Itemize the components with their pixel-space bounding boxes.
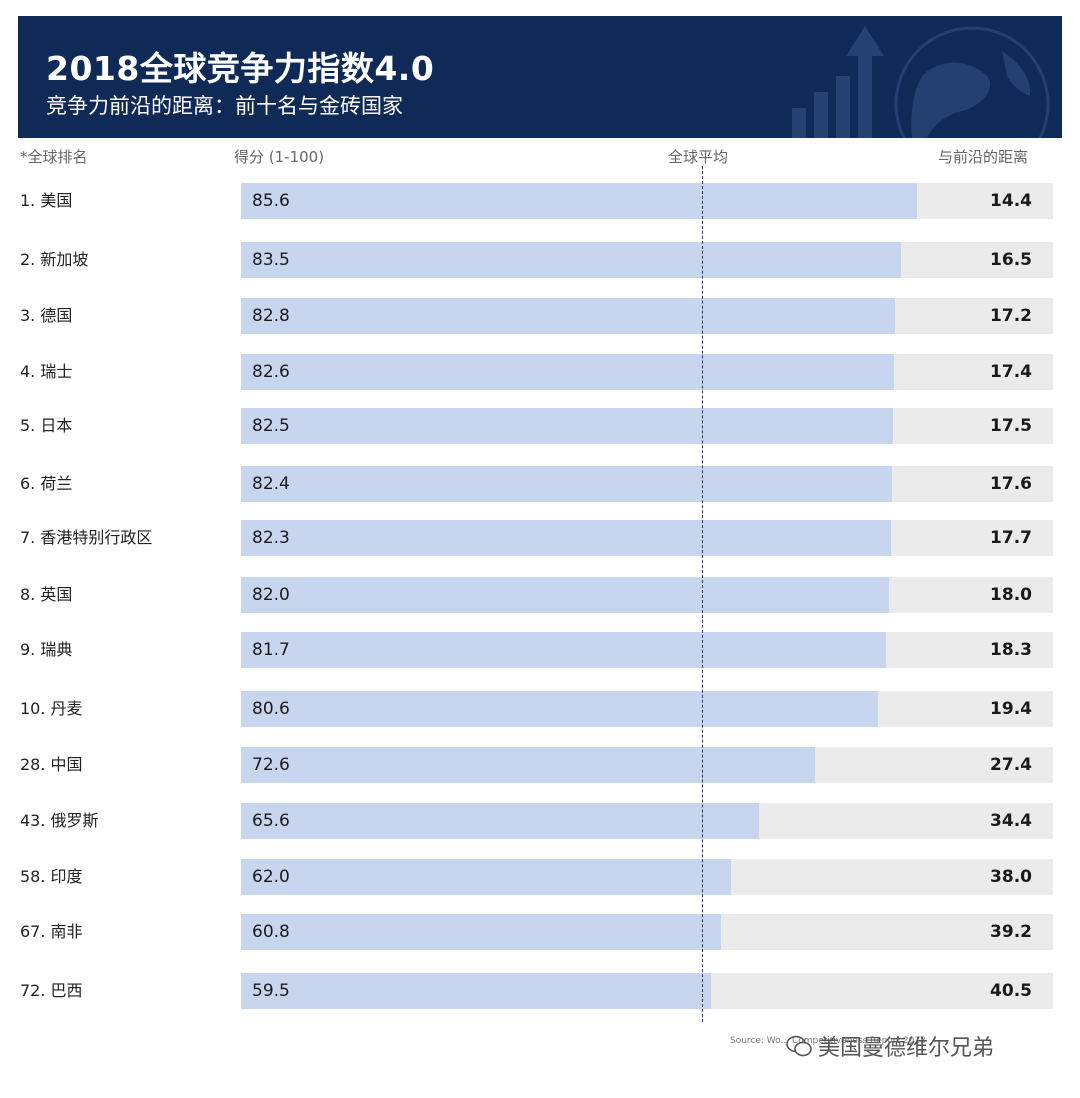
gap-label: 14.4 <box>990 191 1032 211</box>
gap-bar <box>241 632 1053 668</box>
gap-column-header: 与前沿的距离 <box>938 148 1029 166</box>
score-bar <box>241 632 886 668</box>
source-note: Source: Wo... Competitiveness Report 201… <box>730 1036 926 1046</box>
country-label: 8. 英国 <box>20 585 73 604</box>
gap-label: 27.4 <box>990 755 1032 775</box>
country-label: 58. 印度 <box>20 867 83 886</box>
gap-bar <box>241 747 1053 783</box>
country-label: 67. 南非 <box>20 922 83 941</box>
watermark: 美国曼德维尔兄弟 <box>786 1030 994 1062</box>
score-bar <box>241 747 815 783</box>
score-label: 83.5 <box>252 250 290 270</box>
chart-subtitle: 竞争力前沿的距离：前十名与金砖国家 <box>46 94 403 118</box>
country-label: 10. 丹麦 <box>20 699 83 718</box>
score-bar <box>241 520 891 556</box>
score-label: 59.5 <box>252 981 290 1001</box>
country-label: 5. 日本 <box>20 416 73 435</box>
score-label: 62.0 <box>252 867 290 887</box>
chart-title: 2018全球竞争力指数4.0 <box>46 49 435 88</box>
gap-label: 18.0 <box>990 585 1032 605</box>
gap-label: 34.4 <box>990 811 1032 831</box>
score-bar <box>241 354 894 390</box>
score-bar <box>241 973 711 1009</box>
country-label: 28. 中国 <box>20 755 83 774</box>
country-label: 1. 美国 <box>20 191 73 210</box>
score-bar <box>241 298 895 334</box>
country-label: 3. 德国 <box>20 306 73 325</box>
gap-label: 19.4 <box>990 699 1032 719</box>
score-label: 60.8 <box>252 922 290 942</box>
country-label: 4. 瑞士 <box>20 362 73 381</box>
gap-bar <box>241 859 1053 895</box>
gap-bar <box>241 803 1053 839</box>
rank-column-header: *全球排名 <box>20 148 88 166</box>
gap-label: 17.2 <box>990 306 1032 326</box>
gap-label: 17.4 <box>990 362 1032 382</box>
gap-bar <box>241 298 1053 334</box>
score-bar <box>241 466 892 502</box>
score-label: 72.6 <box>252 755 290 775</box>
gap-bar <box>241 577 1053 613</box>
country-label: 72. 巴西 <box>20 981 83 1000</box>
gap-label: 17.7 <box>990 528 1032 548</box>
gap-label: 17.5 <box>990 416 1032 436</box>
gap-bar <box>241 354 1053 390</box>
score-bar <box>241 803 759 839</box>
gap-label: 40.5 <box>990 981 1032 1001</box>
country-label: 6. 荷兰 <box>20 474 73 493</box>
score-bar <box>241 859 731 895</box>
score-bar <box>241 577 889 613</box>
score-bar <box>241 691 878 727</box>
gap-label: 39.2 <box>990 922 1032 942</box>
country-label: 7. 香港特别行政区 <box>20 528 153 547</box>
gap-bar <box>241 914 1053 950</box>
country-label: 43. 俄罗斯 <box>20 811 99 830</box>
score-label: 82.6 <box>252 362 290 382</box>
global-average-line <box>702 166 703 1022</box>
gap-bar <box>241 691 1053 727</box>
wechat-icon <box>786 1035 812 1057</box>
score-label: 82.5 <box>252 416 290 436</box>
country-label: 2. 新加坡 <box>20 250 89 269</box>
score-bar <box>241 183 917 219</box>
score-column-header: 得分 (1-100) <box>234 148 325 166</box>
score-label: 65.6 <box>252 811 290 831</box>
average-column-header: 全球平均 <box>668 148 729 166</box>
gap-label: 18.3 <box>990 640 1032 660</box>
gap-bar <box>241 242 1053 278</box>
gap-bar <box>241 183 1053 219</box>
gap-bar <box>241 973 1053 1009</box>
score-label: 82.3 <box>252 528 290 548</box>
score-label: 81.7 <box>252 640 290 660</box>
country-label: 9. 瑞典 <box>20 640 73 659</box>
score-bar <box>241 408 893 444</box>
score-bar <box>241 242 901 278</box>
globe-growth-icon <box>792 26 1050 138</box>
score-label: 85.6 <box>252 191 290 211</box>
gap-bar <box>241 520 1053 556</box>
score-label: 82.4 <box>252 474 290 494</box>
score-label: 82.0 <box>252 585 290 605</box>
gap-label: 16.5 <box>990 250 1032 270</box>
score-label: 82.8 <box>252 306 290 326</box>
gap-label: 38.0 <box>990 867 1032 887</box>
chart-header: 2018全球竞争力指数4.0 竞争力前沿的距离：前十名与金砖国家 <box>18 16 1062 138</box>
gap-bar <box>241 466 1053 502</box>
watermark-text: 美国曼德维尔兄弟 <box>818 1036 995 1061</box>
gap-bar <box>241 408 1053 444</box>
gap-label: 17.6 <box>990 474 1032 494</box>
score-bar <box>241 914 721 950</box>
score-label: 80.6 <box>252 699 290 719</box>
